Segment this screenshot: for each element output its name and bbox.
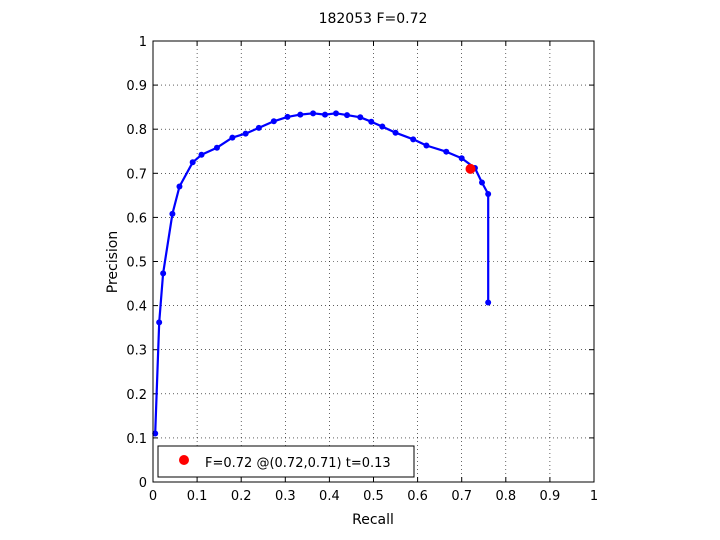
y-axis-label: Precision <box>105 231 121 293</box>
x-tick-label: 1 <box>590 489 598 504</box>
legend-box <box>157 445 415 478</box>
pr-curve-point <box>255 124 262 131</box>
grid-lines <box>153 41 594 482</box>
y-tick-label: 0.5 <box>126 256 147 271</box>
legend-marker-red-dot <box>179 455 189 465</box>
y-tick-label: 0.4 <box>126 300 147 315</box>
pr-curve-point <box>485 299 492 306</box>
x-tick-label: 0.5 <box>363 489 384 504</box>
series-layer <box>152 110 492 437</box>
pr-curve-point <box>160 270 167 277</box>
pr-curve-point <box>458 155 465 162</box>
x-tick-label: 0.4 <box>319 489 340 504</box>
pr-curve-point <box>410 136 417 143</box>
x-tick-label: 0.7 <box>451 489 472 504</box>
pr-curve-point <box>169 210 176 217</box>
pr-curve-point <box>229 134 236 141</box>
pr-curve-point <box>284 113 291 120</box>
x-tick-label: 0.1 <box>187 489 208 504</box>
pr-curve-point <box>270 118 277 125</box>
y-tick-label: 0.9 <box>126 79 147 94</box>
x-tick-labels: 0 0.1 0.2 0.3 0.4 0.5 0.6 0.7 0.8 0.9 1 <box>149 489 598 504</box>
legend-entry-label: F=0.72 @(0.72,0.71) t=0.13 <box>205 456 391 471</box>
pr-curve-point <box>368 118 375 125</box>
y-tick-label: 0.2 <box>126 388 147 403</box>
pr-curve-point <box>176 183 183 190</box>
best-f-point <box>465 163 476 174</box>
pr-curve-point <box>357 114 364 121</box>
x-tick-label: 0.8 <box>495 489 516 504</box>
x-tick-label: 0.2 <box>231 489 252 504</box>
pr-curve-point <box>297 111 304 118</box>
x-tick-label: 0 <box>149 489 157 504</box>
pr-curve-point <box>478 179 485 186</box>
pr-curve-point <box>198 151 205 158</box>
y-tick-label: 0.1 <box>126 432 147 447</box>
pr-curve-point <box>321 111 328 118</box>
pr-curve-point <box>242 130 249 137</box>
pr-curve-point <box>333 110 340 117</box>
pr-curve-point <box>443 148 450 155</box>
pr-curve-point <box>344 112 351 119</box>
pr-curve-point <box>423 142 430 149</box>
x-tick-label: 0.3 <box>275 489 296 504</box>
legend: F=0.72 @(0.72,0.71) t=0.13 <box>157 445 415 478</box>
pr-curve-point <box>213 144 220 151</box>
plot-frame <box>152 40 595 483</box>
x-axis-label: Recall <box>352 512 394 528</box>
y-tick-label: 0.3 <box>126 344 147 359</box>
chart-title: 182053 F=0.72 <box>319 11 428 27</box>
pr-curve-point <box>392 129 399 136</box>
pr-curve-point <box>152 430 159 437</box>
y-tick-label: 0.7 <box>126 167 147 182</box>
y-tick-label: 0 <box>139 476 147 491</box>
pr-curve-point <box>156 319 163 326</box>
pr-curve-point <box>485 191 492 198</box>
x-tick-label: 0.6 <box>407 489 428 504</box>
y-tick-label: 1 <box>139 35 147 50</box>
y-tick-labels: 0 0.1 0.2 0.3 0.4 0.5 0.6 0.7 0.8 0.9 1 <box>126 35 147 491</box>
pr-curve-point <box>310 110 317 117</box>
pr-curve-point <box>189 159 196 166</box>
pr-curve-point <box>379 123 386 130</box>
y-tick-label: 0.6 <box>126 211 147 226</box>
x-tick-label: 0.9 <box>540 489 561 504</box>
y-tick-label: 0.8 <box>126 123 147 138</box>
